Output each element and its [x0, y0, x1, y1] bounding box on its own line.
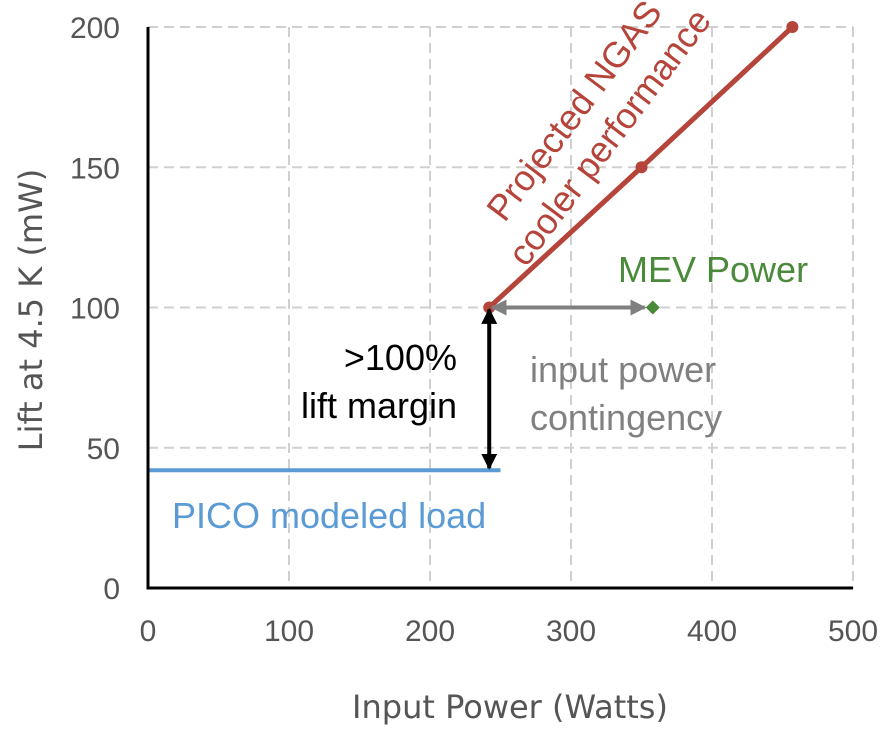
x-tick-label-2: 200 — [405, 615, 455, 648]
ngas-point-2 — [786, 21, 799, 33]
ngas-point-1 — [635, 161, 648, 174]
x-tick-label-4: 400 — [687, 615, 737, 648]
margin-annotation-line1: >100% — [344, 337, 457, 378]
mev-point — [645, 300, 660, 315]
x-axis-label: Input Power (Watts) — [352, 688, 668, 726]
x-tick-label-0: 0 — [140, 615, 157, 648]
y-tick-label-1: 50 — [87, 433, 120, 466]
y-tick-label-0: 0 — [103, 573, 120, 606]
ngas-series — [483, 21, 799, 314]
mev-annotation: MEV Power — [618, 249, 808, 290]
mev-series — [645, 300, 660, 315]
y-tick-label-4: 200 — [70, 12, 120, 45]
y-axis-label: Lift at 4.5 K (mW) — [12, 169, 50, 451]
x-tick-label-5: 500 — [828, 615, 878, 648]
x-tick-label-3: 300 — [546, 615, 596, 648]
contingency-annotation-line2: contingency — [530, 397, 722, 438]
axes — [146, 27, 853, 590]
ngas-annotation: Projected NGAS cooler performance — [478, 0, 719, 273]
y-tick-label-2: 100 — [70, 293, 120, 326]
tick-labels: 0 100 200 300 400 500 0 50 100 150 200 — [70, 12, 878, 648]
arrows — [481, 299, 647, 470]
margin-annotation-line2: lift margin — [301, 385, 457, 426]
x-tick-label-1: 100 — [264, 615, 314, 648]
contingency-annotation-line1: input power — [530, 349, 716, 390]
pico-annotation: PICO modeled load — [172, 495, 486, 536]
y-tick-label-3: 150 — [70, 152, 120, 185]
